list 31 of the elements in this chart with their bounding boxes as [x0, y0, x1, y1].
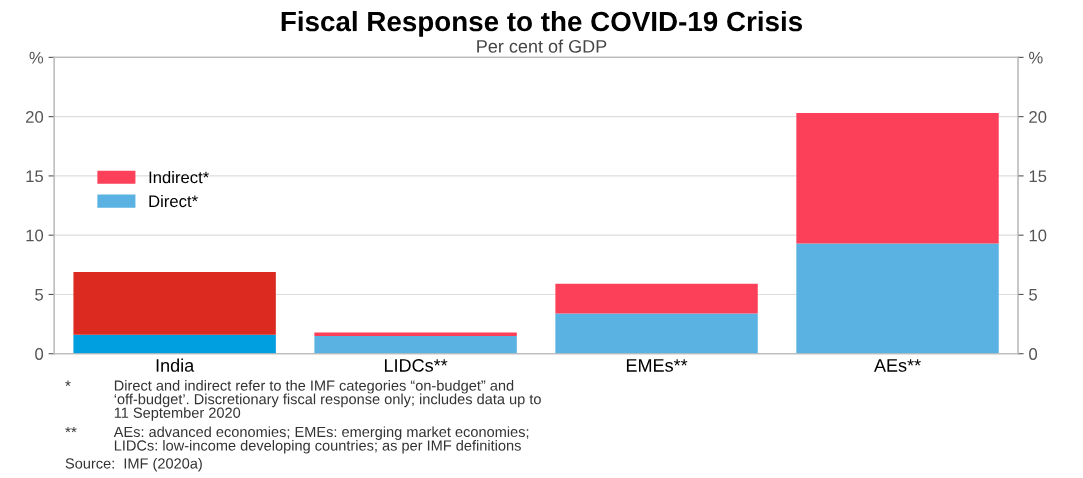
- y2-tick-label: 0: [1029, 348, 1038, 360]
- bar: [314, 335, 517, 354]
- y-tick-label: 20: [26, 111, 44, 123]
- x-tick-label: AEs**: [873, 359, 921, 372]
- y-tick-label: 10: [26, 229, 44, 242]
- y-tick-label: 15: [26, 170, 44, 183]
- y-tick-label: %: [29, 51, 44, 64]
- y2-tick-label: 10: [1029, 229, 1047, 242]
- x-tick-label: EMEs**: [626, 359, 688, 372]
- chart-title: Fiscal Response to the COVID-19 Crisis: [281, 10, 803, 37]
- legend-label: Indirect*: [149, 171, 209, 184]
- bar: [73, 271, 276, 335]
- bar: [73, 334, 276, 354]
- y2-tick-label: 20: [1029, 111, 1047, 123]
- bar: [555, 283, 758, 314]
- y-tick-label: 0: [35, 348, 44, 360]
- bar: [796, 113, 999, 244]
- x-tick-label: India: [156, 358, 195, 372]
- y2-tick-label: 5: [1029, 289, 1038, 301]
- text: * Direct and indirect refer to the IMF categories “on-budget” and ‘off-budget’. Discretionary fiscal response only; includes data up to 11 September 2020: [65, 380, 541, 421]
- y-tick-label: 5: [35, 289, 44, 301]
- bar: [314, 332, 517, 336]
- legend-label: Direct*: [149, 194, 198, 208]
- source-note: Source: IMF (2020a): [65, 457, 202, 472]
- bar: [796, 243, 999, 354]
- y2-tick-label: %: [1029, 51, 1043, 64]
- y2-tick-label: 15: [1029, 170, 1047, 183]
- chart-subtitle: Per cent of GDP: [477, 39, 607, 53]
- bar: [555, 313, 758, 354]
- x-tick-label: LIDCs**: [384, 359, 448, 372]
- text: ** AEs: advanced economies; EMEs: emerging market economies; LIDCs: low-income developing countries; as per IMF definitions: [65, 426, 529, 454]
